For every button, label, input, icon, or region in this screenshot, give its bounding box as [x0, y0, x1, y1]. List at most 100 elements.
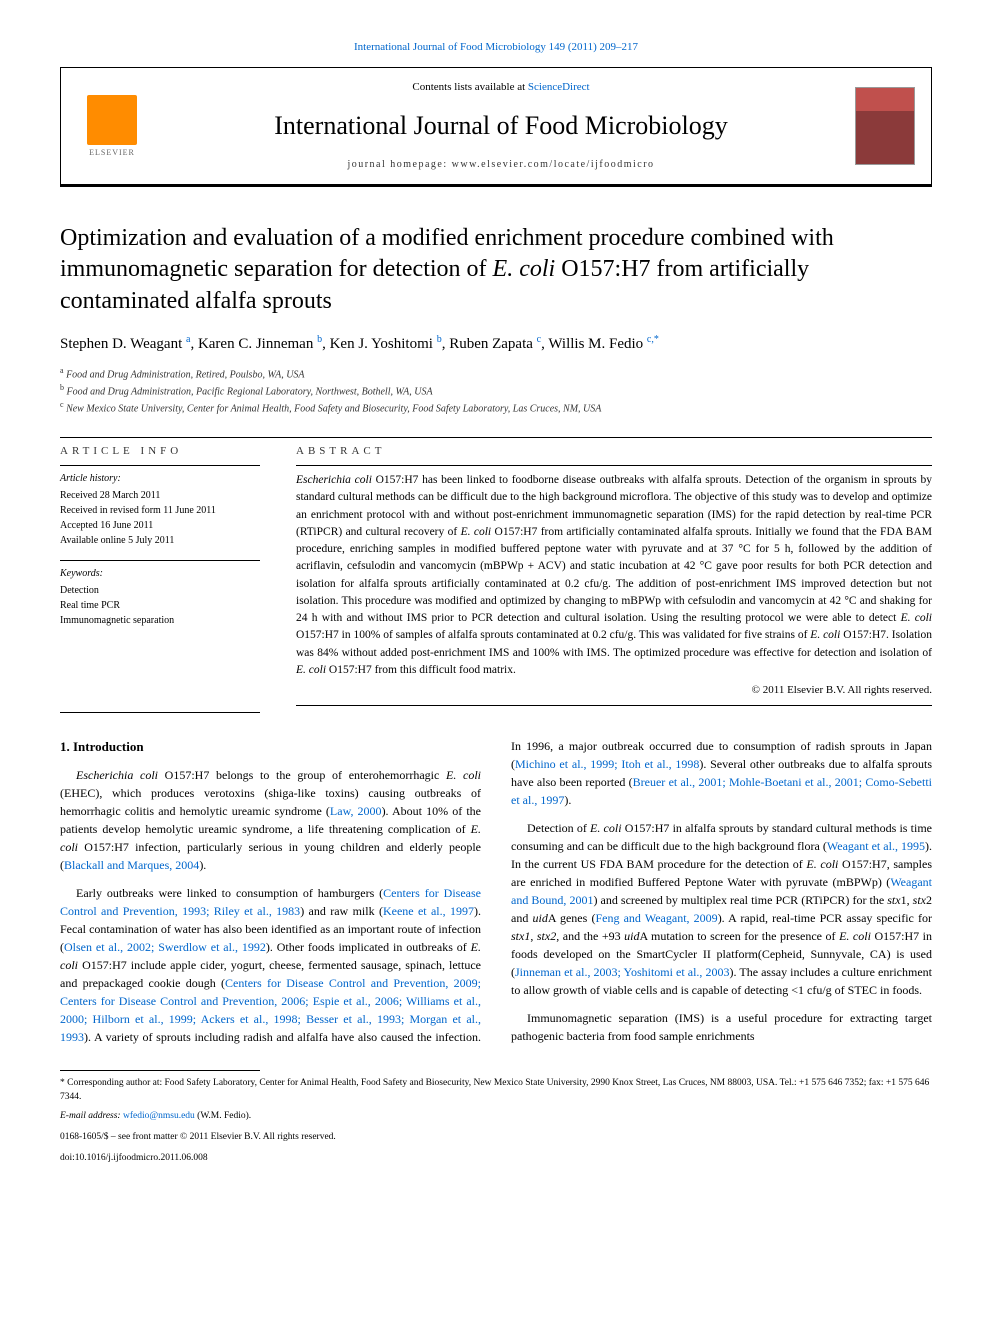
citation-link[interactable]: Weagant et al., 1995 — [827, 839, 925, 853]
aff-sup: a — [60, 366, 64, 375]
author-sup: c, — [647, 334, 654, 345]
section-heading: 1. Introduction — [60, 737, 481, 757]
citation-link[interactable]: Law, 2000 — [330, 804, 382, 818]
header-center: Contents lists available at ScienceDirec… — [147, 80, 855, 172]
body-em: Escherichia coli — [76, 768, 158, 782]
title-em: E. coli — [493, 256, 556, 282]
author: Willis M. Fedio — [548, 336, 643, 352]
history-item: Accepted 16 June 2011 — [60, 518, 260, 533]
corresponding-footnote: * Corresponding author at: Food Safety L… — [60, 1077, 932, 1104]
history-item: Received 28 March 2011 — [60, 488, 260, 503]
contents-prefix: Contents lists available at — [412, 81, 527, 93]
author-list: Stephen D. Weagant a, Karen C. Jinneman … — [60, 333, 932, 355]
copyright-front-matter: 0168-1605/$ – see front matter © 2011 El… — [60, 1131, 932, 1144]
abstract-heading: ABSTRACT — [296, 444, 932, 459]
body-em: stx — [887, 893, 900, 907]
body-em: E. coli — [806, 857, 838, 871]
divider — [60, 712, 260, 713]
contents-line: Contents lists available at ScienceDirec… — [147, 80, 855, 95]
email-link[interactable]: wfedio@nmsu.edu — [123, 1111, 195, 1121]
keyword: Immunomagnetic separation — [60, 613, 260, 628]
body-span: ) and screened by multiplex real time PC… — [593, 893, 887, 907]
citation-link[interactable]: Feng and Weagant, 2009 — [595, 911, 717, 925]
footnote-divider — [60, 1070, 260, 1071]
keywords-label: Keywords: — [60, 567, 260, 581]
info-abstract-row: ARTICLE INFO Article history: Received 2… — [60, 444, 932, 712]
divider — [296, 705, 932, 706]
keyword: Detection — [60, 583, 260, 598]
citation-link[interactable]: Jinneman et al., 2003; Yoshitomi et al.,… — [515, 965, 730, 979]
abstract-span: O157:H7 from artificially contaminated a… — [296, 526, 932, 624]
body-span: ). A rapid, real-time PCR assay specific… — [718, 911, 932, 925]
journal-cover-thumbnail — [855, 87, 915, 165]
body-em: E. coli — [590, 821, 622, 835]
affiliation: b Food and Drug Administration, Pacific … — [60, 382, 932, 399]
citation-link[interactable]: Olsen et al., 2002; Swerdlow et al., 199… — [64, 940, 266, 954]
body-span: Immunomagnetic separation (IMS) is a use… — [511, 1011, 932, 1043]
body-em: uid — [624, 929, 639, 943]
body-span: ) and raw milk ( — [300, 904, 383, 918]
corresponding-mark: * — [654, 334, 659, 345]
body-em: E. coli — [446, 768, 481, 782]
keyword: Real time PCR — [60, 598, 260, 613]
article-info: ARTICLE INFO Article history: Received 2… — [60, 444, 260, 712]
body-em: stx1 — [511, 929, 530, 943]
citation-link[interactable]: Keene et al., 1997 — [383, 904, 474, 918]
body-columns: 1. Introduction Escherichia coli O157:H7… — [60, 737, 932, 1051]
journal-name: International Journal of Food Microbiolo… — [147, 108, 855, 144]
body-em: uid — [532, 911, 547, 925]
abstract-em: E. coli — [296, 664, 326, 676]
body-span: ). — [199, 858, 206, 872]
divider — [60, 465, 260, 466]
body-em: stx2 — [537, 929, 556, 943]
body-span: A genes ( — [548, 911, 596, 925]
elsevier-tree-icon — [87, 95, 137, 145]
body-span: ). — [564, 793, 571, 807]
elsevier-label: ELSEVIER — [89, 147, 135, 158]
journal-homepage: journal homepage: www.elsevier.com/locat… — [147, 158, 855, 172]
journal-header: ELSEVIER Contents lists available at Sci… — [60, 67, 932, 187]
divider — [296, 465, 932, 466]
sciencedirect-link[interactable]: ScienceDirect — [528, 81, 590, 93]
divider — [60, 560, 260, 561]
body-span: 1, — [901, 893, 913, 907]
doi: doi:10.1016/j.ijfoodmicro.2011.06.008 — [60, 1152, 932, 1165]
body-em: stx — [913, 893, 926, 907]
journal-citation-link[interactable]: International Journal of Food Microbiolo… — [60, 40, 932, 55]
author-sup: b — [437, 334, 442, 345]
citation-link[interactable]: Blackall and Marques, 2004 — [64, 858, 199, 872]
author-sup: c — [537, 334, 541, 345]
abstract-em: Escherichia coli — [296, 474, 372, 486]
affiliations: a Food and Drug Administration, Retired,… — [60, 365, 932, 417]
abstract-span: O157:H7 from this difficult food matrix. — [326, 664, 516, 676]
email-label: E-mail address: — [60, 1111, 121, 1121]
author: Stephen D. Weagant — [60, 336, 182, 352]
author-sup: a — [186, 334, 190, 345]
body-span: , and the +93 — [556, 929, 624, 943]
body-span: Detection of — [527, 821, 590, 835]
article-title: Optimization and evaluation of a modifie… — [60, 223, 932, 317]
author-sup: b — [317, 334, 322, 345]
affiliation: c New Mexico State University, Center fo… — [60, 399, 932, 416]
aff-text: New Mexico State University, Center for … — [66, 404, 601, 415]
aff-sup: c — [60, 400, 64, 409]
info-heading: ARTICLE INFO — [60, 444, 260, 459]
author: Ruben Zapata — [449, 336, 533, 352]
body-span: A mutation to screen for the presence of — [639, 929, 839, 943]
elsevier-logo: ELSEVIER — [77, 91, 147, 161]
abstract-em: E. coli — [901, 612, 932, 624]
author: Karen C. Jinneman — [198, 336, 313, 352]
aff-sup: b — [60, 383, 64, 392]
body-span: Early outbreaks were linked to consumpti… — [76, 886, 383, 900]
affiliation: a Food and Drug Administration, Retired,… — [60, 365, 932, 382]
abstract-span: O157:H7 in 100% of samples of alfalfa sp… — [296, 629, 810, 641]
divider — [60, 437, 932, 438]
abstract-copyright: © 2011 Elsevier B.V. All rights reserved… — [296, 683, 932, 698]
footnote-text: * Corresponding author at: Food Safety L… — [60, 1078, 929, 1101]
citation-link[interactable]: Michino et al., 1999; Itoh et al., 1998 — [515, 757, 699, 771]
body-span: ). Other foods implicated in outbreaks o… — [266, 940, 471, 954]
history-label: Article history: — [60, 472, 260, 486]
paragraph: Immunomagnetic separation (IMS) is a use… — [511, 1009, 932, 1045]
email-footnote: E-mail address: wfedio@nmsu.edu (W.M. Fe… — [60, 1110, 932, 1123]
body-em: E. coli — [839, 929, 871, 943]
